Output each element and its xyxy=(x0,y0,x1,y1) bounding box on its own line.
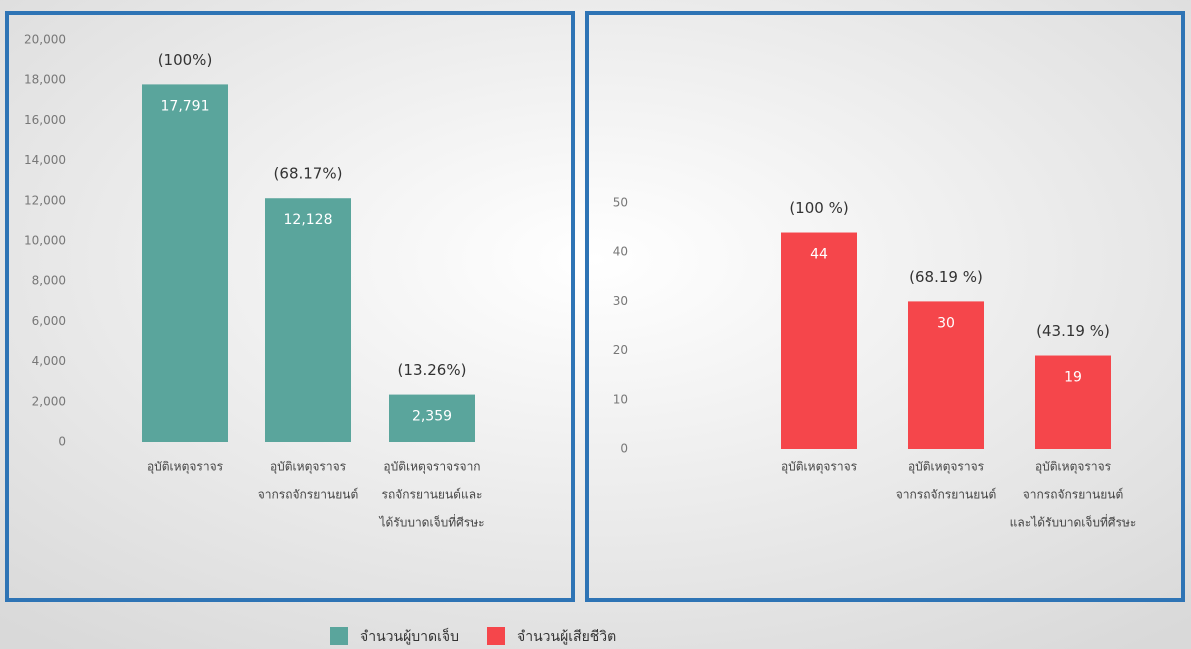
x-tick-label: จากรถจักรยานยนต์ xyxy=(896,488,997,502)
value-label: 12,128 xyxy=(284,212,333,228)
y-tick-label: 14,000 xyxy=(24,153,66,167)
bar xyxy=(389,394,475,442)
legend-swatch xyxy=(487,627,505,645)
y-tick-label: 40 xyxy=(613,245,628,259)
x-tick-label: ได้รับบาดเจ็บที่ศีรษะ xyxy=(378,514,484,530)
bar xyxy=(142,84,228,442)
bar xyxy=(1035,355,1111,449)
percent-label: (43.19 %) xyxy=(1036,322,1110,340)
y-tick-label: 20 xyxy=(613,343,628,357)
x-tick-label: อุบัติเหตุจราจร xyxy=(147,460,224,475)
y-tick-label: 0 xyxy=(620,442,628,456)
y-tick-label: 4,000 xyxy=(32,354,66,368)
bar xyxy=(781,232,857,449)
y-tick-label: 2,000 xyxy=(32,394,66,408)
y-tick-label: 50 xyxy=(613,196,628,210)
x-tick-label: อุบัติเหตุจราจร xyxy=(908,460,985,475)
x-tick-label: จากรถจักรยานยนต์ xyxy=(258,488,359,502)
y-tick-label: 20,000 xyxy=(24,33,66,47)
x-tick-label: อุบัติเหตุจราจร xyxy=(781,460,858,475)
y-tick-label: 8,000 xyxy=(32,274,66,288)
value-label: 19 xyxy=(1064,370,1082,386)
legend-swatch xyxy=(330,627,348,645)
x-tick-label: อุบัติเหตุจราจร xyxy=(270,460,347,475)
percent-label: (68.17%) xyxy=(274,165,343,183)
x-tick-label: อุบัติเหตุจราจร xyxy=(1035,460,1112,475)
value-label: 2,359 xyxy=(412,409,452,425)
percent-label: (13.26%) xyxy=(398,361,467,379)
x-tick-label: และได้รับบาดเจ็บที่ศีรษะ xyxy=(1010,514,1137,530)
y-tick-label: 0 xyxy=(58,435,66,449)
value-label: 30 xyxy=(937,315,955,331)
x-tick-label: อุบัติเหตุจราจรจาก xyxy=(383,460,480,475)
percent-label: (68.19 %) xyxy=(909,268,983,286)
y-tick-label: 30 xyxy=(613,294,628,308)
left-panel xyxy=(5,11,575,602)
x-tick-label: จากรถจักรยานยนต์ xyxy=(1023,488,1124,502)
y-tick-label: 10,000 xyxy=(24,234,66,248)
right-panel xyxy=(585,11,1185,602)
legend-label: จำนวนผู้เสียชีวิต xyxy=(517,629,616,645)
legend-label: จำนวนผู้บาดเจ็บ xyxy=(360,627,459,645)
y-tick-label: 12,000 xyxy=(24,193,66,207)
y-tick-label: 6,000 xyxy=(32,314,66,328)
value-label: 44 xyxy=(810,247,828,263)
bar xyxy=(908,301,984,449)
percent-label: (100%) xyxy=(158,51,213,69)
percent-label: (100 %) xyxy=(789,199,848,217)
y-tick-label: 18,000 xyxy=(24,73,66,87)
x-tick-label: รถจักรยานยนต์และ xyxy=(382,488,483,502)
bar xyxy=(265,198,351,442)
value-label: 17,791 xyxy=(161,98,210,114)
y-tick-label: 10 xyxy=(613,392,628,406)
y-tick-label: 16,000 xyxy=(24,113,66,127)
